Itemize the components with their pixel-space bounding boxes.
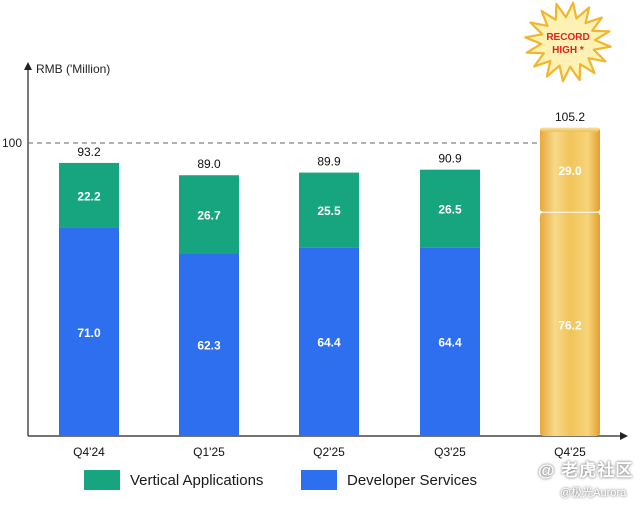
callout-line-1: RECORD <box>546 32 589 43</box>
data-label-vertical: 29.0 <box>558 164 582 178</box>
watermark-aurora: @极光Aurora <box>560 487 627 499</box>
watermark-tiger: @ 老虎社区 <box>538 461 634 480</box>
bar-vertical-applications <box>299 172 359 248</box>
bar-vertical-applications <box>420 169 480 248</box>
legend-swatch-developer <box>301 470 337 490</box>
bar-vertical-applications <box>59 162 119 228</box>
data-label-developer: 62.3 <box>197 339 221 353</box>
legend-item-vertical-applications: Vertical Applications <box>84 470 263 490</box>
data-label-total: 90.9 <box>438 152 462 166</box>
data-label-vertical: 22.2 <box>77 189 101 203</box>
legend-label-vertical: Vertical Applications <box>130 471 264 489</box>
data-label-developer: 76.2 <box>558 318 582 332</box>
callout-line-2: HIGH * <box>552 45 584 56</box>
data-label-total: 89.9 <box>317 155 341 169</box>
x-tick-label: Q1'25 <box>193 445 225 459</box>
data-label-vertical: 26.5 <box>438 202 462 216</box>
labels: 71.0 22.2 93.2 Q4'24 62.3 26.7 89.0 Q1'25 64.4 25… <box>73 110 586 459</box>
bar-developer-services <box>179 253 239 436</box>
x-tick-label: Q4'24 <box>73 445 105 459</box>
data-label-developer: 64.4 <box>317 336 341 350</box>
y-axis-arrow <box>24 62 32 70</box>
x-tick-label: Q3'25 <box>434 445 466 459</box>
bar-developer-services-highlight <box>540 212 600 436</box>
legend-label-developer: Developer Services <box>347 471 478 489</box>
axes: RMB ('Million) 100 <box>2 62 628 440</box>
bars <box>59 127 600 436</box>
bar-vertical-applications <box>179 175 239 254</box>
y-axis-label: RMB ('Million) <box>36 62 110 76</box>
bar-developer-services <box>299 247 359 436</box>
bar-vertical-applications-highlight <box>540 127 600 212</box>
data-label-developer: 64.4 <box>438 336 462 350</box>
x-axis-arrow <box>620 432 628 440</box>
bar-developer-services <box>420 247 480 436</box>
data-label-developer: 71.0 <box>77 326 101 340</box>
data-label-total: 105.2 <box>555 110 585 124</box>
x-tick-label: Q2'25 <box>313 445 345 459</box>
bar-highlight-cap <box>541 127 599 132</box>
record-high-callout: RECORD HIGH * <box>524 1 612 83</box>
bar-developer-services <box>59 227 119 436</box>
starburst-shape <box>524 1 612 83</box>
reference-line-label: 100 <box>2 136 22 150</box>
x-tick-label: Q4'25 <box>554 445 586 459</box>
legend-item-developer-services: Developer Services <box>301 470 477 490</box>
legend-swatch-vertical <box>84 470 120 490</box>
data-label-total: 89.0 <box>197 157 221 171</box>
data-label-vertical: 25.5 <box>317 204 341 218</box>
data-label-total: 93.2 <box>77 145 101 159</box>
data-label-vertical: 26.7 <box>197 208 221 222</box>
